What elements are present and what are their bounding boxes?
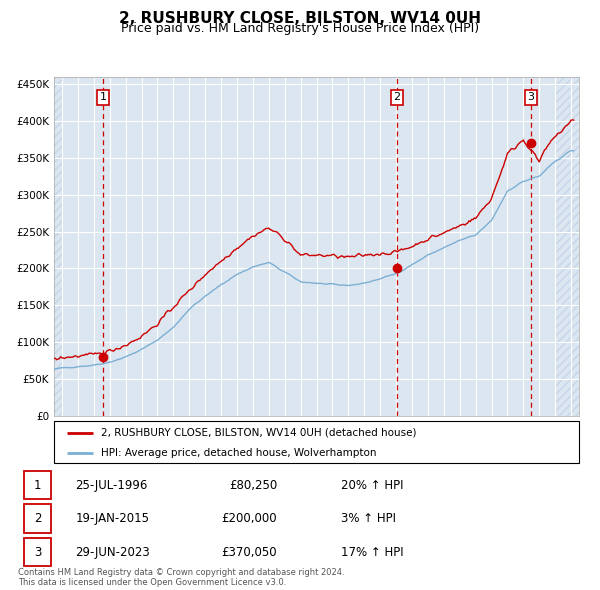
FancyBboxPatch shape bbox=[24, 471, 52, 499]
Text: Contains HM Land Registry data © Crown copyright and database right 2024.
This d: Contains HM Land Registry data © Crown c… bbox=[18, 568, 344, 587]
Text: HPI: Average price, detached house, Wolverhampton: HPI: Average price, detached house, Wolv… bbox=[101, 448, 377, 457]
Text: 3: 3 bbox=[527, 93, 535, 102]
Text: 25-JUL-1996: 25-JUL-1996 bbox=[76, 478, 148, 491]
FancyBboxPatch shape bbox=[24, 538, 52, 566]
Text: 1: 1 bbox=[34, 478, 41, 491]
Text: £370,050: £370,050 bbox=[221, 546, 277, 559]
Text: Price paid vs. HM Land Registry's House Price Index (HPI): Price paid vs. HM Land Registry's House … bbox=[121, 22, 479, 35]
Text: 2: 2 bbox=[393, 93, 400, 102]
Text: 2, RUSHBURY CLOSE, BILSTON, WV14 0UH (detached house): 2, RUSHBURY CLOSE, BILSTON, WV14 0UH (de… bbox=[101, 428, 417, 438]
Text: 2, RUSHBURY CLOSE, BILSTON, WV14 0UH: 2, RUSHBURY CLOSE, BILSTON, WV14 0UH bbox=[119, 11, 481, 25]
Bar bbox=[54, 77, 62, 416]
FancyBboxPatch shape bbox=[24, 504, 52, 533]
Text: 20% ↑ HPI: 20% ↑ HPI bbox=[341, 478, 403, 491]
Text: 1: 1 bbox=[100, 93, 106, 102]
Text: 2: 2 bbox=[34, 512, 41, 525]
Text: 29-JUN-2023: 29-JUN-2023 bbox=[76, 546, 151, 559]
Bar bbox=[556, 77, 579, 416]
Text: £80,250: £80,250 bbox=[229, 478, 277, 491]
Text: 19-JAN-2015: 19-JAN-2015 bbox=[76, 512, 149, 525]
Text: 3: 3 bbox=[34, 546, 41, 559]
Text: 17% ↑ HPI: 17% ↑ HPI bbox=[341, 546, 403, 559]
Text: 3% ↑ HPI: 3% ↑ HPI bbox=[341, 512, 395, 525]
FancyBboxPatch shape bbox=[54, 421, 579, 463]
Text: £200,000: £200,000 bbox=[221, 512, 277, 525]
